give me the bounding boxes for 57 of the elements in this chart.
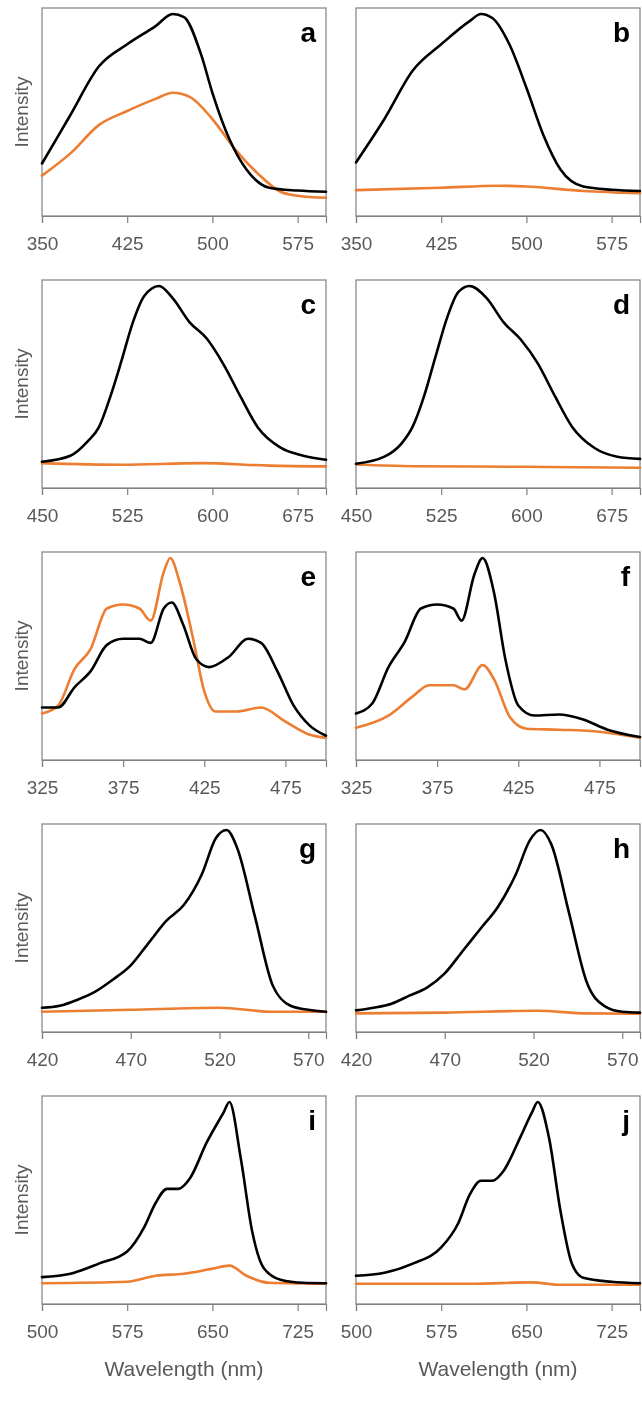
x-tick-label: 520: [204, 1049, 236, 1071]
chart-title: j: [621, 1105, 630, 1136]
x-tick-label: 425: [188, 777, 221, 799]
x-tick-label: 450: [26, 505, 59, 527]
x-tick-label: 570: [292, 1049, 325, 1071]
x-tick-label: 520: [518, 1049, 550, 1071]
x-tick-label: 575: [425, 1321, 458, 1343]
x-tick-label: 350: [26, 233, 59, 255]
x-tick-label: 450: [340, 505, 373, 527]
x-tick-label: 600: [197, 505, 229, 527]
chart-title: e: [300, 561, 316, 592]
x-tick-label: 375: [107, 777, 140, 799]
x-tick-label: 325: [26, 777, 59, 799]
chart-title: i: [308, 1105, 316, 1136]
x-tick-label: 500: [197, 233, 229, 255]
x-tick-label: 325: [340, 777, 373, 799]
x-tick-label: 475: [584, 777, 616, 799]
x-axis-title: Wavelength (nm): [418, 1357, 578, 1380]
chart-title: b: [612, 17, 630, 48]
x-tick-label: 350: [340, 233, 373, 255]
y-axis-title: Intensity: [11, 892, 32, 964]
x-tick-label: 575: [596, 233, 628, 255]
chart-title: a: [300, 17, 317, 48]
x-tick-label: 575: [111, 1321, 144, 1343]
y-axis-title: Intensity: [11, 76, 32, 148]
chart-title: f: [620, 561, 631, 592]
x-axis-title: Wavelength (nm): [104, 1357, 264, 1380]
x-tick-label: 475: [270, 777, 302, 799]
x-tick-label: 425: [502, 777, 535, 799]
x-tick-label: 525: [425, 505, 458, 527]
x-tick-label: 425: [425, 233, 458, 255]
x-tick-label: 675: [596, 505, 628, 527]
chart-title: d: [612, 289, 630, 320]
x-tick-label: 470: [115, 1049, 148, 1071]
x-tick-label: 570: [606, 1049, 639, 1071]
x-tick-label: 375: [421, 777, 454, 799]
x-tick-label: 500: [340, 1321, 373, 1343]
x-tick-label: 725: [282, 1321, 314, 1343]
chart-title: c: [300, 289, 316, 320]
x-tick-label: 500: [26, 1321, 59, 1343]
x-tick-label: 500: [511, 233, 543, 255]
chart-title: h: [612, 833, 630, 864]
x-tick-label: 650: [197, 1321, 229, 1343]
y-axis-title: Intensity: [11, 348, 32, 420]
chart-title: g: [298, 833, 316, 864]
x-tick-label: 420: [26, 1049, 59, 1071]
x-tick-label: 600: [511, 505, 543, 527]
x-tick-label: 675: [282, 505, 314, 527]
x-tick-label: 650: [511, 1321, 543, 1343]
x-tick-label: 425: [111, 233, 144, 255]
x-tick-label: 575: [282, 233, 314, 255]
x-tick-label: 470: [429, 1049, 462, 1071]
y-axis-title: Intensity: [11, 1164, 32, 1236]
y-axis-title: Intensity: [11, 620, 32, 692]
x-tick-label: 725: [596, 1321, 628, 1343]
x-tick-label: 420: [340, 1049, 373, 1071]
x-tick-label: 525: [111, 505, 144, 527]
